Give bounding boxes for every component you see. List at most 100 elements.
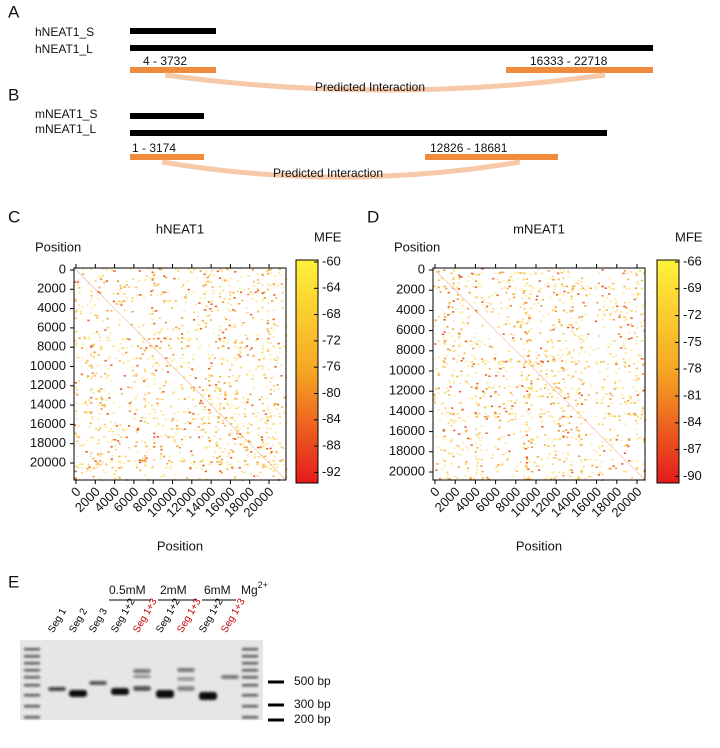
heatmap-cell (509, 333, 513, 335)
heatmap-cell (569, 475, 572, 478)
heatmap-cell (269, 268, 272, 271)
heatmap-cell (279, 460, 282, 462)
row-label: hNEAT1_S (35, 25, 94, 39)
heatmap-cell (204, 431, 207, 433)
heatmap-cell (269, 388, 272, 391)
heatmap-cell (506, 307, 509, 310)
heatmap-cell (153, 383, 156, 385)
heatmap-cell (461, 478, 464, 481)
heatmap-cell (76, 284, 79, 286)
heatmap-cell (598, 335, 601, 337)
heatmap-cell (196, 323, 199, 326)
heatmap-cell (441, 437, 444, 439)
heatmap-cell (609, 353, 612, 355)
heatmap-cell (157, 283, 160, 285)
heatmap-cell (245, 449, 248, 452)
heatmap-cell (78, 304, 81, 306)
heatmap-cell (242, 397, 245, 399)
heatmap-cell (99, 463, 102, 466)
heatmap-cell (180, 428, 183, 430)
heatmap-cell (109, 421, 112, 424)
heatmap-cell (473, 301, 476, 304)
heatmap-cell (120, 287, 123, 289)
heatmap-cell (181, 317, 184, 319)
heatmap-cell (529, 293, 532, 295)
heatmap-cell (591, 472, 594, 474)
heatmap-cell (128, 286, 131, 288)
heatmap-cell (125, 351, 128, 354)
heatmap-cell (246, 427, 250, 430)
heatmap-cell (580, 338, 583, 340)
heatmap-cell (74, 465, 77, 467)
heatmap-cell (551, 463, 554, 465)
heatmap-cell (578, 360, 581, 363)
heatmap-cell (238, 428, 241, 430)
heatmap-cell (208, 358, 211, 361)
heatmap-cell (474, 451, 477, 453)
heatmap-cell (266, 386, 269, 389)
heatmap-cell (517, 320, 520, 323)
heatmap-cell (223, 425, 227, 427)
heatmap-cell (554, 375, 557, 377)
heatmap-cell (567, 454, 570, 456)
heatmap-cell (181, 386, 184, 389)
heatmap-cell (190, 338, 193, 340)
heatmap-cell (434, 325, 437, 327)
heatmap-cell (640, 287, 643, 290)
heatmap-cell (483, 406, 486, 409)
heatmap-cell (257, 310, 260, 313)
heatmap-cell (447, 379, 450, 382)
heatmap-cell (587, 365, 590, 368)
heatmap-cell (469, 438, 472, 440)
heatmap-cell (443, 449, 446, 452)
heatmap-cell (477, 436, 480, 439)
heatmap-cell (196, 277, 199, 279)
heatmap-cell (446, 477, 449, 479)
annotation: Predicted Interaction (315, 80, 425, 94)
heatmap-cell (259, 418, 262, 421)
heatmap-cell (146, 422, 149, 425)
heatmap-cell (143, 398, 146, 400)
heatmap-cell (637, 283, 640, 285)
heatmap-cell (152, 363, 156, 365)
heatmap-cell (466, 365, 470, 367)
heatmap-cell (561, 415, 565, 418)
heatmap-cell (117, 461, 120, 463)
region-label: 16333 - 22718 (530, 54, 608, 68)
heatmap-cell (148, 413, 151, 415)
heatmap-cell (121, 428, 124, 430)
heatmap-cell (639, 417, 642, 419)
heatmap-cell (550, 340, 553, 342)
heatmap-cell (234, 477, 237, 480)
heatmap-cell (91, 418, 94, 420)
heatmap-cell (257, 279, 260, 281)
heatmap-cell (86, 359, 89, 362)
heatmap-cell (140, 347, 143, 350)
heatmap-cell (558, 318, 561, 321)
heatmap-cell (80, 472, 84, 474)
heatmap-cell (74, 311, 77, 314)
heatmap-cell (470, 340, 473, 342)
heatmap-cell (606, 363, 609, 365)
heatmap-cell (635, 340, 638, 342)
heatmap-cell (120, 466, 123, 469)
transcript-bar (130, 28, 216, 34)
heatmap-cell (611, 306, 615, 309)
heatmap-cell (84, 402, 87, 405)
heatmap-cell (609, 398, 612, 400)
heatmap-cell (578, 279, 581, 282)
heatmap-cell (616, 309, 619, 312)
heatmap-cell (164, 434, 167, 437)
row-label: hNEAT1_L (35, 42, 93, 56)
heatmap-cell (592, 449, 595, 452)
heatmap-cell (458, 345, 461, 348)
panel-label: C (8, 207, 20, 226)
heatmap-cell (183, 460, 186, 462)
heatmap-cell (582, 466, 585, 468)
row-label: mNEAT1_S (35, 107, 97, 121)
heatmap-cell (94, 467, 97, 469)
heatmap-cell (434, 319, 437, 322)
heatmap-cell (450, 463, 453, 465)
heatmap-cell (269, 452, 273, 454)
heatmap-cell (217, 417, 220, 419)
